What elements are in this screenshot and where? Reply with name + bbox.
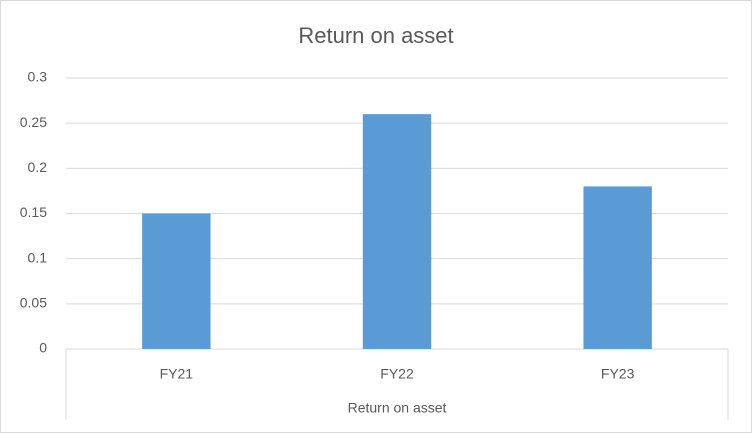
bar <box>583 186 652 349</box>
y-tick-label: 0.3 <box>28 69 48 85</box>
chart-title: Return on asset <box>298 23 453 48</box>
y-tick-label: 0.25 <box>20 114 47 130</box>
y-tick-label: 0 <box>39 340 47 356</box>
bar <box>362 114 432 349</box>
x-tick-label: FY21 <box>160 366 194 382</box>
x-group-label: Return on asset <box>348 400 447 416</box>
y-tick-label: 0.1 <box>28 249 48 265</box>
y-tick-label: 0.05 <box>20 295 47 311</box>
x-tick-label: FY22 <box>380 366 414 382</box>
bar <box>142 213 211 349</box>
x-tick-label: FY23 <box>601 366 635 382</box>
y-tick-label: 0.15 <box>20 204 47 220</box>
y-tick-label: 0.2 <box>28 159 48 175</box>
